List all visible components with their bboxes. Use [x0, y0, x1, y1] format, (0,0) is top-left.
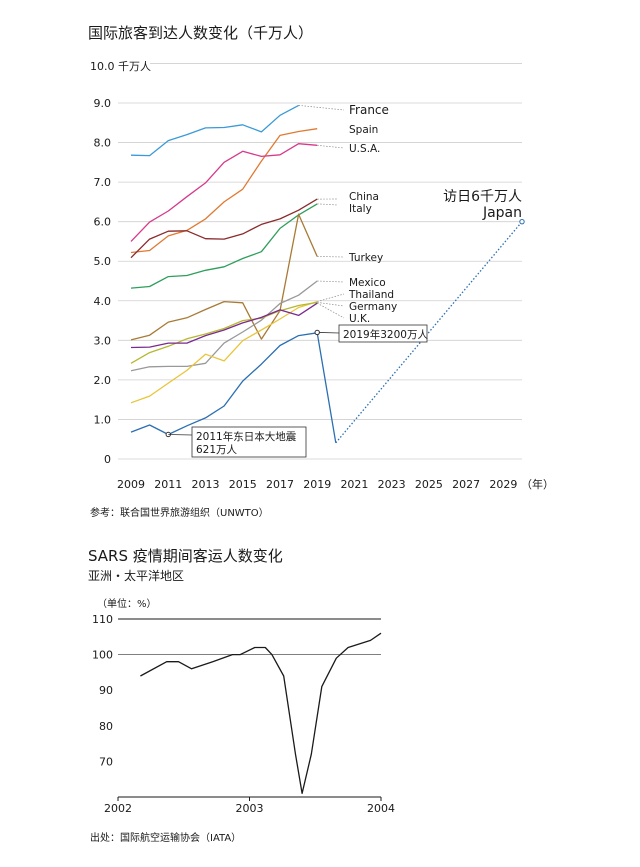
leader-u-s-a [317, 144, 345, 149]
series-line-spain [130, 128, 318, 254]
annotation-text-2011: 2011年东日本大地震 [196, 430, 297, 443]
chart1-x-tick-label: 2017 [266, 478, 294, 491]
chart1-x-tick-label: 2009 [117, 478, 145, 491]
annotation-text-2011: 621万人 [196, 444, 238, 456]
chart1-x-tick-label: 2013 [192, 478, 220, 491]
series-line-thailand [130, 300, 318, 404]
chart1-y-tick-label: 8.0 [94, 137, 112, 150]
annotation-box-2019 [338, 324, 428, 343]
annotation-leader-2011 [168, 434, 193, 436]
chart1-grid [118, 63, 522, 460]
series-line-turkey [130, 213, 318, 341]
leader-turkey [317, 256, 345, 258]
annotation-text-2019: 2019年3200万人 [343, 328, 428, 341]
series-label-china: China [349, 191, 379, 203]
series-line-germany [130, 301, 318, 364]
chart1-y-tick-label: 7.0 [94, 176, 112, 189]
chart2-y-tick-label: 90 [99, 684, 113, 697]
series-label-france: France [349, 103, 389, 117]
chart1-y-tick-label: 2.0 [94, 374, 112, 387]
chart1-y-axis-ticks: 0 1.0 2.0 3.0 4.0 5.0 6.0 7.0 8.0 9.0 [94, 97, 112, 466]
series-line-japan [130, 332, 337, 443]
japan-target-point [519, 218, 525, 225]
chart2-axes [117, 618, 382, 801]
chart1-title: 国际旅客到达人数变化（千万人） [88, 24, 313, 42]
chart1-y-tick-label: 1.0 [94, 413, 112, 426]
series-line-france [130, 104, 299, 157]
series-label-mexico: Mexico [349, 277, 386, 289]
chart1-series-group [130, 104, 525, 444]
series-label-spain: Spain [349, 124, 378, 136]
chart1-x-unit-label: （年） [521, 477, 554, 491]
chart1-y-tick-label: 5.0 [94, 255, 112, 268]
leader-france [298, 105, 345, 111]
chart2-series-line [140, 632, 382, 795]
series-line-italy [130, 203, 318, 289]
chart1-x-tick-label: 2011 [154, 478, 182, 491]
chart2-y-unit-label: （单位：%） [97, 597, 157, 610]
chart2-x-axis-ticks: 2002 2003 2004 [104, 802, 395, 815]
series-line-china [130, 198, 318, 259]
leader-mexico [317, 280, 345, 283]
chart1-y-unit-label: 10.0 千万人 [90, 60, 151, 73]
annotation-point-2019 [314, 329, 320, 336]
series-label-u-s-a: U.S.A. [349, 143, 380, 155]
series-label-italy: Italy [349, 203, 372, 215]
chart2-y-tick-label: 80 [99, 720, 113, 733]
chart2-y-tick-label: 110 [92, 613, 113, 626]
series-line-u-k [130, 302, 318, 349]
series-label-germany: Germany [349, 301, 397, 313]
series-label-thailand: Thailand [348, 289, 394, 301]
chart1-x-tick-label: 2019 [303, 478, 331, 491]
chart2-y-tick-label: 70 [99, 755, 113, 768]
chart1-x-tick-label: 2029 [489, 478, 517, 491]
chart1-source: 参考：联合国世界旅游组织（UNWTO） [90, 506, 269, 519]
annotation-leader-2019 [319, 332, 340, 334]
chart1-x-tick-label: 2015 [229, 478, 257, 491]
series-line-u-s-a [130, 143, 318, 242]
series-label-u-k: U.K. [349, 313, 370, 325]
chart1-y-tick-label: 3.0 [94, 334, 112, 347]
series-line-mexico [130, 280, 318, 372]
chart2-subtitle: 亚洲・太平洋地区 [88, 568, 184, 583]
leader-italy [317, 203, 339, 206]
chart2-series-group [140, 632, 382, 795]
chart1-x-tick-label: 2025 [415, 478, 443, 491]
chart2-y-axis-ticks: 70 80 90 100 110 [92, 613, 113, 768]
chart2-x-tick-label: 2004 [367, 802, 395, 815]
chart1-y-tick-label: 6.0 [94, 216, 112, 229]
annotation-target-label: 访日6千万人 [443, 189, 522, 205]
chart2-x-tick-label: 2002 [104, 802, 132, 815]
chart1-y-tick-label: 4.0 [94, 295, 112, 308]
chart2-x-tick-label: 2003 [236, 802, 264, 815]
chart1-x-axis-ticks: 2009 2011 2013 2015 2017 2019 2021 2023 2025 2027… [117, 478, 517, 491]
chart2-y-tick-label: 100 [92, 649, 113, 662]
series-label-turkey: Turkey [348, 252, 383, 264]
leader-germany [317, 302, 345, 307]
chart2-title: SARS 疫情期间客运人数变化 [88, 547, 283, 565]
annotation-japan-label: Japan [482, 205, 522, 221]
chart1-x-tick-label: 2021 [340, 478, 368, 491]
chart1-x-tick-label: 2027 [452, 478, 480, 491]
chart1-y-tick-label: 0 [104, 453, 111, 466]
series-line-japan-target [335, 221, 523, 444]
chart2-source: 出处：国际航空运输协会（IATA） [90, 831, 241, 844]
annotation-box-2011 [191, 426, 307, 458]
chart1-x-tick-label: 2023 [378, 478, 406, 491]
leader-u-k [317, 302, 345, 319]
chart1-y-tick-label: 9.0 [94, 97, 112, 110]
